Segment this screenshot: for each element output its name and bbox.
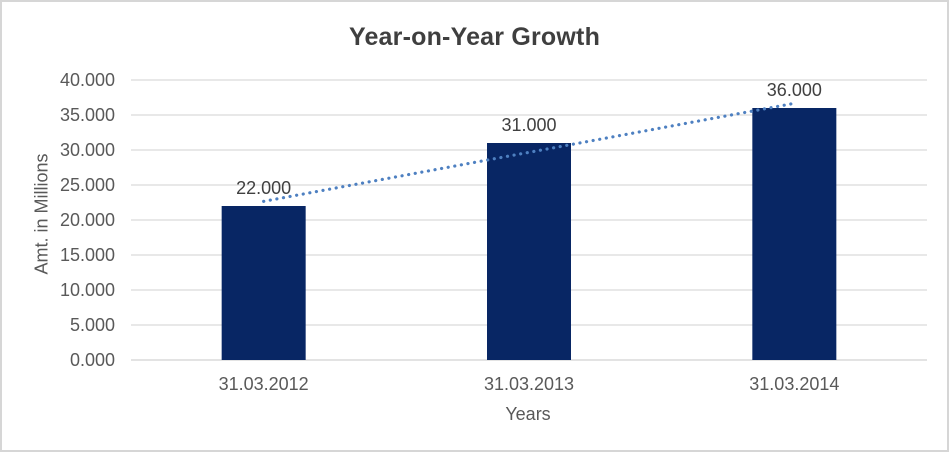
- x-axis-title: Years: [505, 404, 551, 424]
- bar-31.03.2014: [752, 108, 837, 360]
- y-tick-label: 5.000: [70, 315, 115, 335]
- y-tick-label: 20.000: [60, 210, 115, 230]
- y-axis-title: Amt. in Millions: [31, 153, 52, 275]
- y-tick-label: 15.000: [60, 245, 115, 265]
- data-label: 22.000: [236, 178, 291, 198]
- bar-31.03.2012: [221, 206, 306, 360]
- x-tick-label: 31.03.2013: [484, 374, 574, 394]
- y-tick-label: 40.000: [60, 70, 115, 90]
- x-tick-label: 31.03.2014: [749, 374, 839, 394]
- data-label: 36.000: [767, 80, 822, 100]
- x-tick-label: 31.03.2012: [219, 374, 309, 394]
- y-tick-label: 30.000: [60, 140, 115, 160]
- y-tick-label: 35.000: [60, 105, 115, 125]
- y-tick-label: 0.000: [70, 350, 115, 370]
- y-tick-label: 25.000: [60, 175, 115, 195]
- bar-31.03.2013: [487, 143, 571, 360]
- y-tick-label: 10.000: [60, 280, 115, 300]
- chart-title: Year-on-Year Growth: [348, 23, 601, 51]
- data-label: 31.000: [501, 115, 556, 135]
- trendline: [262, 101, 796, 203]
